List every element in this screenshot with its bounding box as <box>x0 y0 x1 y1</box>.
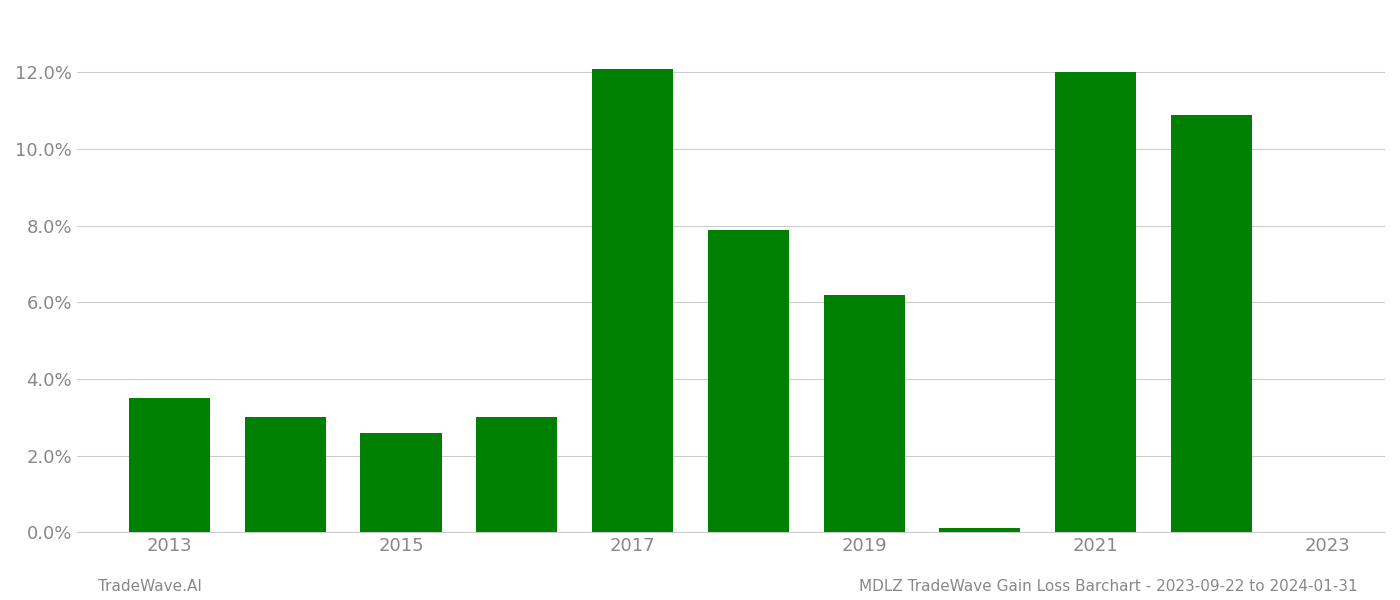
Bar <box>129 398 210 532</box>
Bar <box>360 433 441 532</box>
Bar <box>1056 73 1137 532</box>
Bar <box>245 417 326 532</box>
Bar <box>823 295 904 532</box>
Bar <box>476 417 557 532</box>
Bar <box>939 529 1021 532</box>
Bar <box>1170 115 1252 532</box>
Text: MDLZ TradeWave Gain Loss Barchart - 2023-09-22 to 2024-01-31: MDLZ TradeWave Gain Loss Barchart - 2023… <box>860 579 1358 594</box>
Bar <box>592 68 673 532</box>
Bar <box>708 230 788 532</box>
Text: TradeWave.AI: TradeWave.AI <box>98 579 202 594</box>
